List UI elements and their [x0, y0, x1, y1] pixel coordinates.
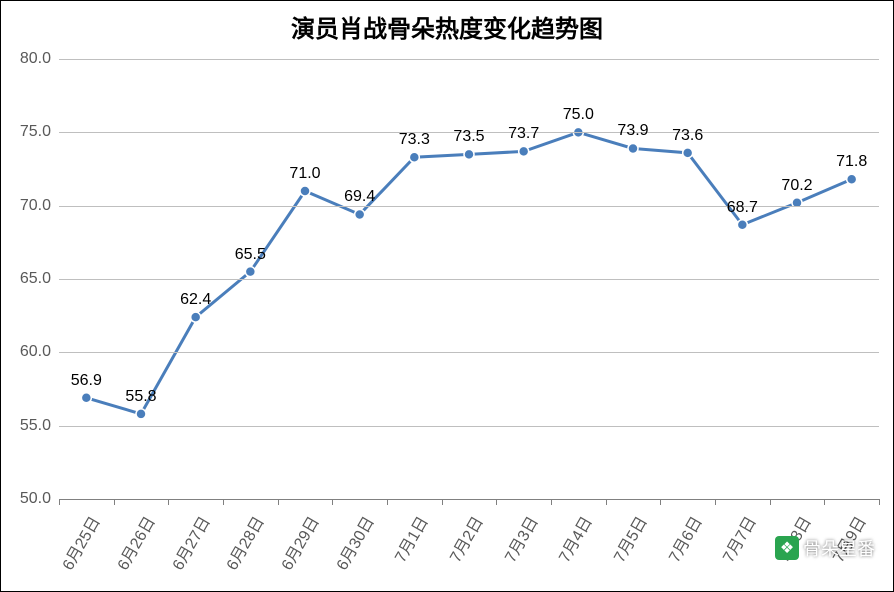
x-tick [824, 499, 825, 505]
data-label: 71.0 [289, 165, 320, 183]
data-point [847, 174, 857, 184]
y-axis-label: 80.0 [1, 50, 51, 68]
data-label: 73.5 [453, 128, 484, 146]
x-tick [278, 499, 279, 505]
data-point [136, 409, 146, 419]
gridline [59, 279, 879, 280]
data-label: 69.4 [344, 188, 375, 206]
y-axis-label: 75.0 [1, 123, 51, 141]
data-label: 73.3 [399, 131, 430, 149]
x-axis-label: 6月27日 [164, 511, 214, 574]
x-tick [168, 499, 169, 505]
data-label: 56.9 [71, 372, 102, 390]
y-axis-label: 60.0 [1, 343, 51, 361]
data-point [628, 143, 638, 153]
data-point [245, 267, 255, 277]
x-tick [332, 499, 333, 505]
data-label: 55.8 [125, 388, 156, 406]
chart-container: 演员肖战骨朵热度变化趋势图 50.055.060.065.070.075.080… [0, 0, 894, 592]
x-axis-label: 7月2日 [442, 511, 488, 566]
x-axis-label: 6月25日 [55, 511, 105, 574]
x-axis-label: 7月3日 [497, 511, 543, 566]
x-axis-label: 6月28日 [219, 511, 269, 574]
x-axis-label: 6月29日 [274, 511, 324, 574]
data-point [191, 312, 201, 322]
x-tick [387, 499, 388, 505]
watermark-logo-icon: ❖ [775, 536, 799, 560]
gridline [59, 352, 879, 353]
data-label: 73.7 [508, 125, 539, 143]
data-point [519, 146, 529, 156]
data-point [81, 393, 91, 403]
data-point [683, 148, 693, 158]
series-line [86, 132, 851, 414]
x-axis-label: 7月6日 [661, 511, 707, 566]
x-tick [770, 499, 771, 505]
data-label: 62.4 [180, 291, 211, 309]
x-tick [59, 499, 60, 505]
x-axis-label: 7月1日 [387, 511, 433, 566]
x-tick [879, 499, 880, 505]
data-point [737, 220, 747, 230]
x-tick [114, 499, 115, 505]
data-point [300, 186, 310, 196]
chart-title: 演员肖战骨朵热度变化趋势图 [1, 9, 893, 44]
y-axis-label: 70.0 [1, 197, 51, 215]
data-label: 73.6 [672, 127, 703, 145]
x-tick [715, 499, 716, 505]
gridline [59, 499, 879, 500]
plot-area: 50.055.060.065.070.075.080.06月25日6月26日6月… [59, 59, 879, 499]
gridline [59, 426, 879, 427]
gridline [59, 59, 879, 60]
x-axis-label: 7月5日 [606, 511, 652, 566]
data-point [355, 209, 365, 219]
data-label: 68.7 [727, 199, 758, 217]
x-tick [223, 499, 224, 505]
x-axis-label: 7月7日 [715, 511, 761, 566]
x-axis-label: 7月4日 [551, 511, 597, 566]
watermark-text: 骨朵星番 [803, 535, 875, 561]
x-tick [442, 499, 443, 505]
data-label: 65.5 [235, 246, 266, 264]
x-tick [606, 499, 607, 505]
data-point [464, 149, 474, 159]
x-axis-label: 6月26日 [110, 511, 160, 574]
y-axis-label: 50.0 [1, 490, 51, 508]
data-label: 73.9 [617, 122, 648, 140]
data-label: 70.2 [781, 177, 812, 195]
data-label: 75.0 [563, 106, 594, 124]
x-tick [496, 499, 497, 505]
x-tick [551, 499, 552, 505]
x-tick [660, 499, 661, 505]
y-axis-label: 65.0 [1, 270, 51, 288]
watermark: ❖ 骨朵星番 [775, 535, 875, 561]
y-axis-label: 55.0 [1, 417, 51, 435]
x-axis-label: 6月30日 [328, 511, 378, 574]
data-label: 71.8 [836, 153, 867, 171]
data-point [409, 152, 419, 162]
